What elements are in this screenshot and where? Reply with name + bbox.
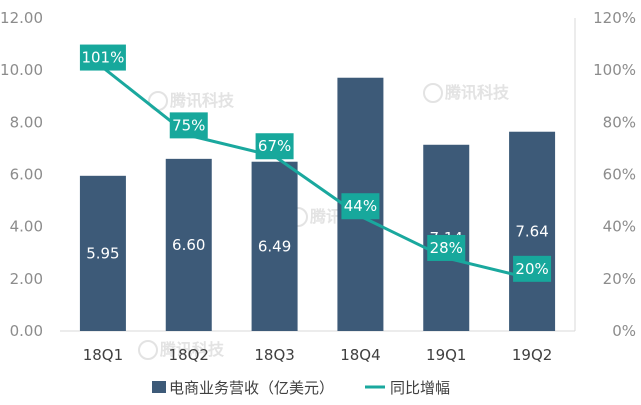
left-tick-label: 0.00 xyxy=(10,322,43,340)
watermark-text: 腾讯科技 xyxy=(160,340,225,359)
bar-series xyxy=(79,77,556,331)
watermark-logo xyxy=(423,83,443,103)
growth-label-box xyxy=(255,133,294,160)
growth-value-label: 67% xyxy=(258,137,291,155)
legend-line-label: 同比增幅 xyxy=(390,379,450,397)
bar-value-label: 7.64 xyxy=(515,222,548,240)
watermark-text: 腾讯科技 xyxy=(445,83,510,102)
bar-value-label: 5.95 xyxy=(86,244,119,262)
left-tick-label: 8.00 xyxy=(10,113,43,131)
growth-value-label: 75% xyxy=(172,116,205,134)
left-y-axis: 0.00 2.00 4.00 6.00 8.00 10.00 12.00 xyxy=(0,9,43,340)
category-label: 18Q3 xyxy=(254,346,294,364)
right-tick-label: 80% xyxy=(603,113,636,131)
right-tick-label: 60% xyxy=(603,166,636,184)
bar-value-labels: 5.956.606.499.717.147.64 xyxy=(86,195,549,262)
bar-value-label: 6.60 xyxy=(172,236,205,254)
x-axis-categories: 18Q1 18Q2 18Q3 18Q4 19Q1 19Q2 xyxy=(83,346,553,364)
growth-value-label: 28% xyxy=(430,239,463,257)
category-label: 18Q1 xyxy=(83,346,123,364)
left-tick-label: 10.00 xyxy=(0,61,43,79)
growth-label-box xyxy=(513,255,552,282)
right-tick-label: 100% xyxy=(593,61,636,79)
left-tick-label: 2.00 xyxy=(10,270,43,288)
watermark-text: 腾讯科技 xyxy=(170,91,235,110)
bar-19Q2 xyxy=(509,131,556,331)
legend-bar-label: 电商业务营收（亿美元） xyxy=(169,379,334,397)
right-y-axis: 0% 20% 40% 60% 80% 100% 120% xyxy=(574,9,636,340)
growth-label-box xyxy=(341,193,380,220)
growth-value-label: 44% xyxy=(344,197,377,215)
growth-label-box xyxy=(427,234,466,261)
left-tick-label: 6.00 xyxy=(10,166,43,184)
watermark-logo xyxy=(138,340,158,360)
growth-value-label: 20% xyxy=(515,260,548,278)
growth-label-box xyxy=(79,44,126,71)
left-tick-label: 4.00 xyxy=(10,218,43,236)
bar-18Q1 xyxy=(79,175,126,331)
right-tick-label: 20% xyxy=(603,270,636,288)
category-label: 18Q4 xyxy=(340,346,380,364)
legend: 电商业务营收（亿美元） 同比增幅 xyxy=(152,379,450,397)
growth-value-label: 101% xyxy=(81,49,124,67)
right-tick-label: 120% xyxy=(593,9,636,27)
bar-value-label: 6.49 xyxy=(258,237,291,255)
bar-18Q2 xyxy=(165,158,212,331)
growth-label-box xyxy=(169,112,208,139)
left-tick-label: 12.00 xyxy=(0,9,43,27)
bar-18Q3 xyxy=(251,161,298,331)
category-label: 18Q2 xyxy=(169,346,209,364)
legend-bar-swatch xyxy=(152,381,166,393)
line-value-labels: 101% 75% 67% 44% 28% 20% xyxy=(79,44,552,282)
right-tick-label: 40% xyxy=(603,218,636,236)
category-label: 19Q1 xyxy=(426,346,466,364)
category-label: 19Q2 xyxy=(512,346,552,364)
right-tick-label: 0% xyxy=(612,322,636,340)
